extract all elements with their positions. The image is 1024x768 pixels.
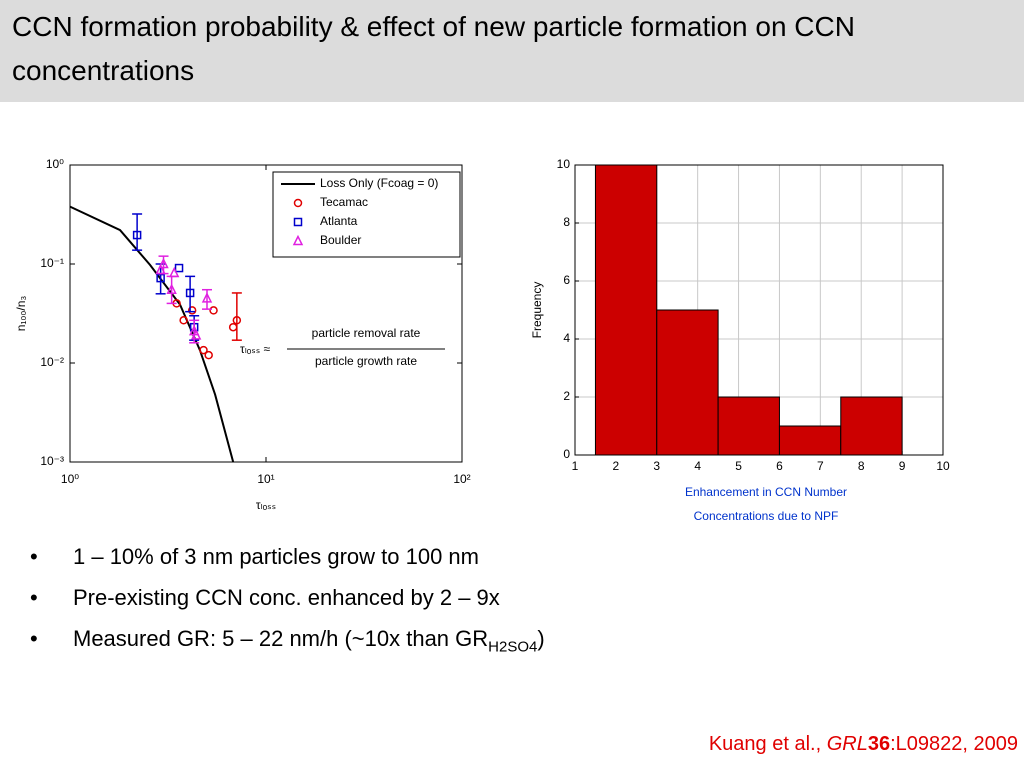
x-tick-label: 5 <box>735 459 742 473</box>
x-tick-label: 7 <box>817 459 824 473</box>
data-point <box>158 257 169 269</box>
histogram-bar <box>778 425 842 456</box>
x-axis-label: Concentrations due to NPF <box>694 509 839 523</box>
y-tick-label: 10 <box>557 157 571 171</box>
data-point <box>179 316 188 325</box>
legend-label: Loss Only (Fcoag = 0) <box>320 176 438 190</box>
data-point <box>166 283 177 294</box>
data-point <box>185 288 195 298</box>
x-tick-label: 4 <box>694 459 701 473</box>
bullet: Pre-existing CCN conc. enhanced by 2 – 9… <box>30 577 545 618</box>
y-tick-label: 2 <box>563 389 570 403</box>
bullet-text: ) <box>537 626 545 651</box>
data-point <box>209 306 218 315</box>
x-axis-label: Enhancement in CCN Number <box>685 485 847 499</box>
x-tick-label: 10¹ <box>257 472 274 486</box>
legend-swatch <box>293 198 303 208</box>
y-tick-label: 8 <box>563 215 570 229</box>
data-point <box>199 345 208 355</box>
y-tick-label: 10⁻¹ <box>40 256 64 270</box>
x-tick-label: 10² <box>453 472 470 486</box>
bullet-text: Measured GR: 5 – 22 nm/h (~10x than GR <box>73 626 489 651</box>
data-point <box>190 329 202 340</box>
legend-label: Atlanta <box>320 214 358 228</box>
y-axis-label: n₁₀₀/n₃ <box>14 296 28 332</box>
annotation-lhs: τₗₒₛₛ ≈ <box>240 342 271 356</box>
y-tick-label: 10⁻³ <box>40 454 64 468</box>
y-tick-label: 4 <box>563 331 570 345</box>
y-tick-label: 10⁰ <box>46 157 64 171</box>
citation-volume: 36 <box>867 733 891 755</box>
annotation-numerator: particle removal rate <box>312 326 421 340</box>
data-point <box>232 316 242 325</box>
data-point <box>187 306 197 315</box>
histogram-bar <box>840 396 903 456</box>
citation-rest: :L09822, 2009 <box>890 733 1018 755</box>
x-tick-label: 3 <box>653 459 660 473</box>
data-point <box>204 350 213 360</box>
plot-border <box>574 164 944 456</box>
bullet-text: Pre-existing CCN conc. enhanced by 2 – 9… <box>73 585 500 610</box>
legend-box <box>272 171 461 258</box>
title-bar: CCN formation probability & effect of ne… <box>0 0 1024 102</box>
x-tick-label: 2 <box>613 459 620 473</box>
x-tick-label: 10 <box>936 459 950 473</box>
bullet-list: 1 – 10% of 3 nm particles grow to 100 nm… <box>30 536 545 659</box>
x-tick-label: 8 <box>858 459 865 473</box>
citation-authors: Kuang et al., <box>708 733 822 755</box>
x-tick-label: 9 <box>899 459 906 473</box>
bullet-text: 1 – 10% of 3 nm particles grow to 100 nm <box>73 544 479 569</box>
bullet: Measured GR: 5 – 22 nm/h (~10x than GRH2… <box>30 618 545 659</box>
y-axis-label: Frequency <box>530 282 544 339</box>
legend-swatch <box>292 234 304 246</box>
bullet: 1 – 10% of 3 nm particles grow to 100 nm <box>30 536 545 577</box>
y-tick-label: 0 <box>563 447 570 461</box>
slide-title: CCN formation probability & effect of ne… <box>12 11 855 86</box>
data-point <box>174 263 184 273</box>
data-point <box>156 273 165 283</box>
data-point <box>132 230 142 240</box>
charts: 10⁰ 10¹ 10² 10⁻³ 10⁻² 10⁻¹ 10⁰ τₗₒₛₛ n₁₀₀/n₃ Loss… <box>14 157 950 523</box>
data-point <box>201 292 213 303</box>
legend-label: Boulder <box>320 233 361 247</box>
x-axis-label: τₗₒₛₛ <box>256 498 276 512</box>
y-tick-label: 6 <box>563 273 570 287</box>
citation-journal: GRL <box>826 733 868 755</box>
histogram-bar <box>717 396 780 456</box>
x-tick-label: 10⁰ <box>61 472 79 486</box>
x-tick-label: 1 <box>572 459 579 473</box>
citation: Kuang et al., GRL36:L09822, 2009 <box>709 733 1018 756</box>
y-tick-label: 10⁻² <box>40 355 64 369</box>
legend-label: Tecamac <box>320 195 368 209</box>
x-tick-label: 6 <box>776 459 783 473</box>
legend-swatch <box>293 217 303 227</box>
subscript: H2SO4 <box>488 638 538 656</box>
data-point <box>168 266 180 278</box>
histogram-bar <box>594 164 658 456</box>
annotation-denominator: particle growth rate <box>315 354 417 368</box>
histogram-bar <box>656 309 719 456</box>
